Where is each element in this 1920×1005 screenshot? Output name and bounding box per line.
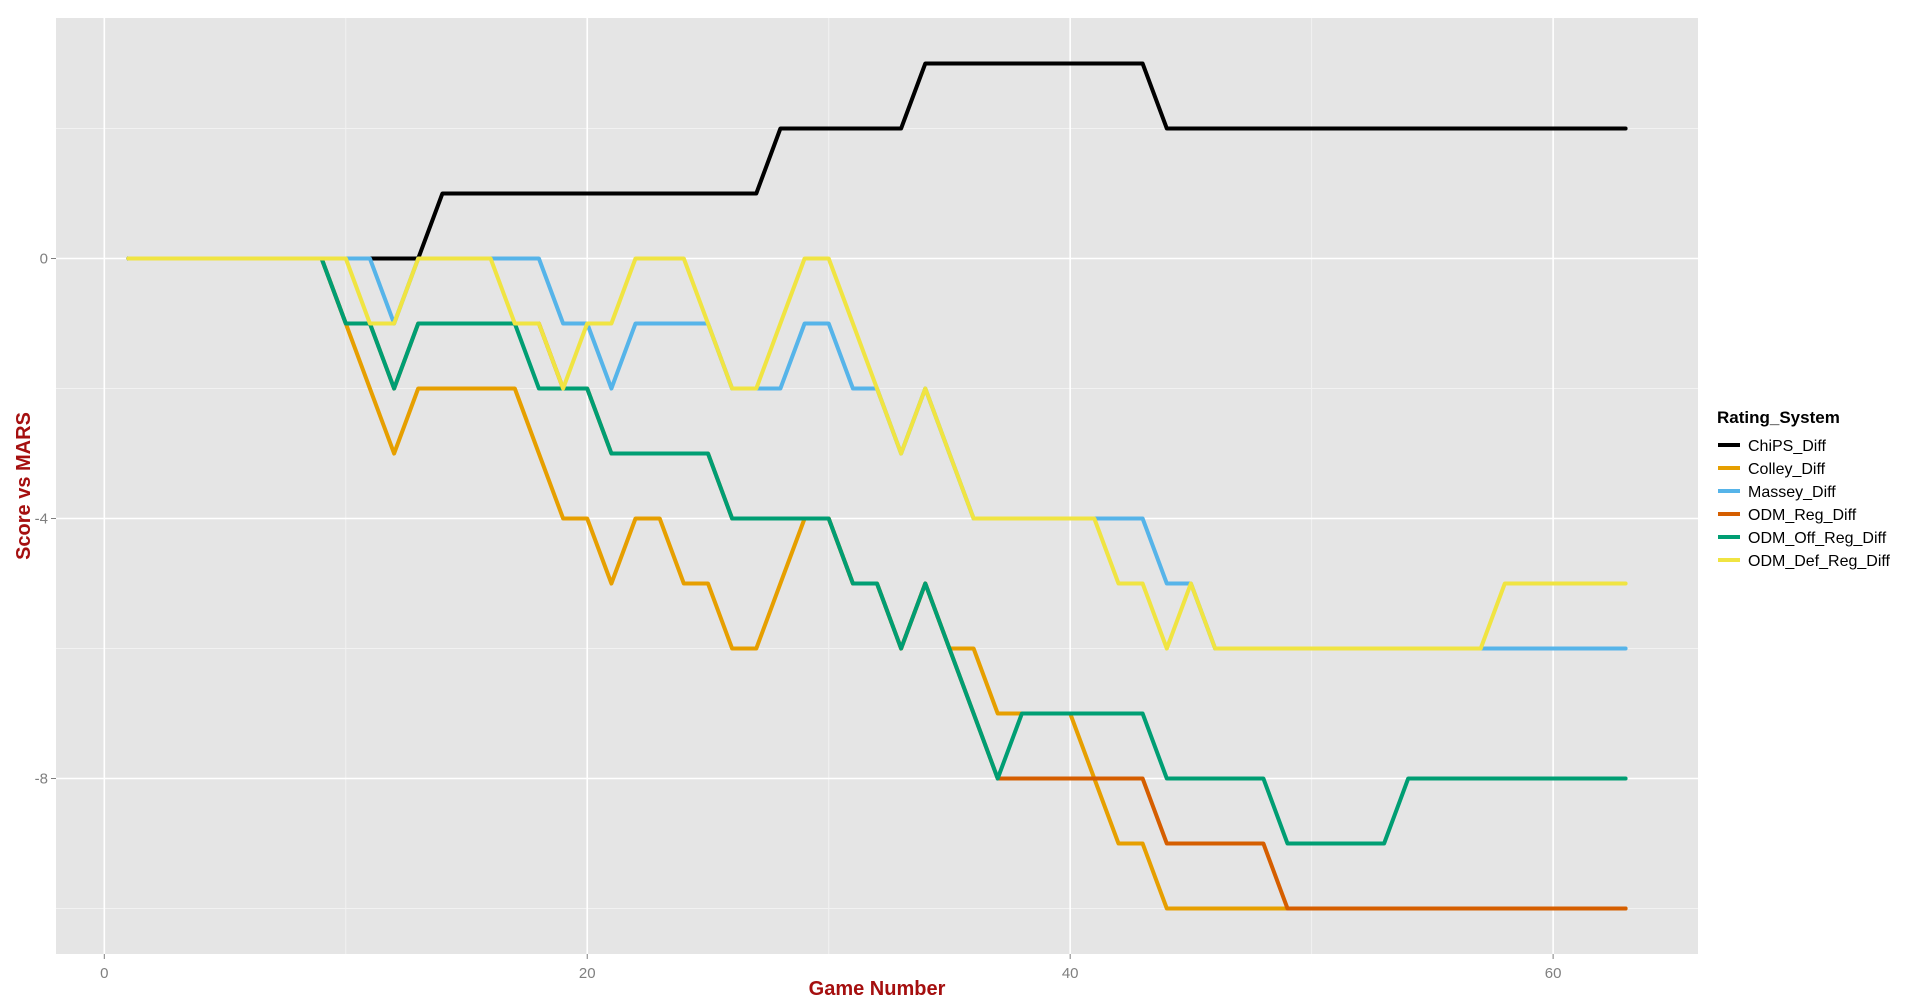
- legend-title: Rating_System: [1717, 408, 1840, 427]
- legend-label: Colley_Diff: [1748, 461, 1826, 478]
- y-tick-label: -8: [35, 771, 48, 788]
- legend: Rating_System ChiPS_Diff Colley_Diff Masse…: [1717, 408, 1891, 570]
- legend-item: ODM_Reg_Diff: [1718, 507, 1857, 524]
- legend-item: ODM_Def_Reg_Diff: [1718, 553, 1891, 570]
- series-lines: [126, 61, 1628, 911]
- legend-item: ChiPS_Diff: [1718, 438, 1827, 455]
- panel-background: [56, 18, 1698, 954]
- series-line-chips-diff: [126, 61, 1628, 261]
- x-axis-title: Game Number: [809, 978, 946, 1000]
- legend-label: ODM_Def_Reg_Diff: [1748, 553, 1891, 570]
- y-axis-title: Score vs MARS: [13, 412, 35, 560]
- series-line-odm-def-reg-diff: [126, 256, 1628, 651]
- x-tick-label: 60: [1545, 965, 1562, 982]
- legend-label: ODM_Off_Reg_Diff: [1748, 530, 1887, 547]
- legend-item: Colley_Diff: [1718, 461, 1826, 478]
- y-axis-ticks: 0 -4 -8: [35, 251, 56, 788]
- x-tick-label: 40: [1062, 965, 1079, 982]
- legend-label: ODM_Reg_Diff: [1748, 507, 1857, 524]
- x-tick-label: 0: [100, 965, 108, 982]
- series-line-odm-off-reg-diff: [126, 256, 1628, 846]
- x-axis-ticks: 0 20 40 60: [100, 954, 1561, 982]
- legend-item: Massey_Diff: [1718, 484, 1836, 501]
- legend-label: Massey_Diff: [1748, 484, 1836, 501]
- legend-items: ChiPS_Diff Colley_Diff Massey_Diff ODM_Reg_…: [1718, 438, 1891, 570]
- y-tick-label: -4: [35, 511, 48, 528]
- legend-label: ChiPS_Diff: [1748, 438, 1827, 455]
- x-tick-label: 20: [579, 965, 596, 982]
- legend-item: ODM_Off_Reg_Diff: [1718, 530, 1887, 547]
- y-tick-label: 0: [40, 251, 48, 268]
